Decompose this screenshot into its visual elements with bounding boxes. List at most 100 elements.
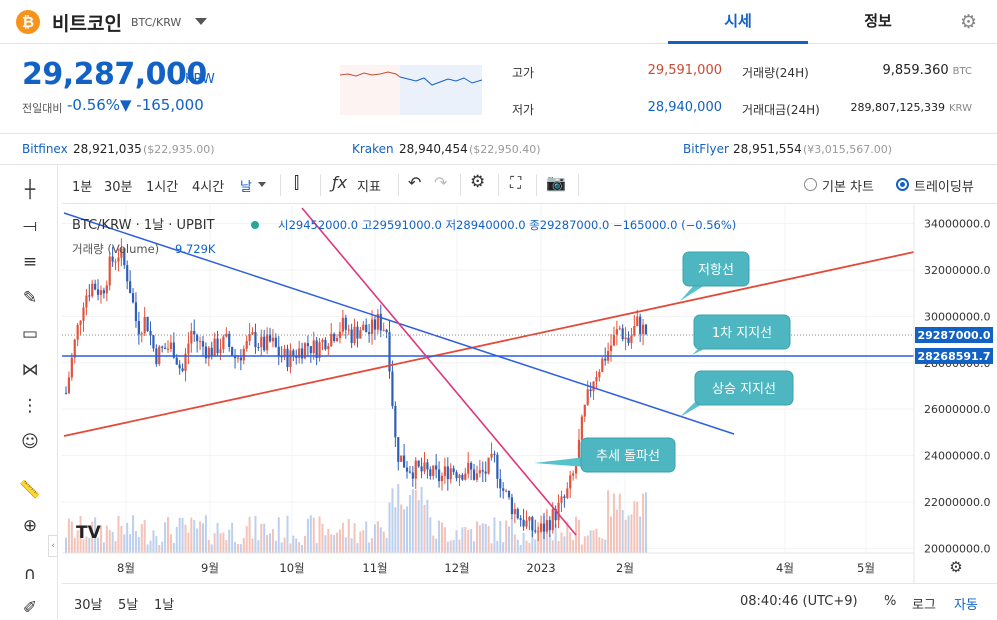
zoom-icon[interactable]: ⊕ <box>22 516 38 536</box>
percent-toggle[interactable]: % <box>884 594 897 609</box>
volume-bar <box>204 515 207 553</box>
resistance-line[interactable] <box>63 251 915 437</box>
screenshot-camera-icon[interactable]: 📷 <box>546 173 566 192</box>
volume-bar <box>347 519 350 553</box>
candle-body <box>231 346 234 356</box>
magnet-icon[interactable]: ∩ <box>23 564 37 584</box>
volume-bar <box>172 542 175 553</box>
crosshair-icon[interactable]: ┼ <box>24 180 36 200</box>
volume-bar <box>356 542 359 553</box>
candle-body <box>487 457 490 474</box>
interval-1h[interactable]: 1시간 <box>146 180 179 195</box>
price-tick-label: 32000000.0 <box>924 264 990 277</box>
candle-body <box>423 462 426 472</box>
range-1d[interactable]: 1날 <box>154 598 175 613</box>
volume-bar <box>359 531 362 553</box>
candle-type-icon[interactable]: ⫿ <box>294 173 300 192</box>
coin-select-caret-icon[interactable] <box>195 18 207 25</box>
pattern-icon[interactable]: ⋈ <box>21 360 39 380</box>
volume-bar <box>592 530 595 553</box>
volume-bar <box>260 523 263 553</box>
axis-settings-gear-icon[interactable]: ⚙ <box>949 558 962 576</box>
candle-body <box>496 454 499 479</box>
candle-body <box>577 439 581 464</box>
trend-line-icon[interactable]: ⟞ <box>22 216 38 236</box>
volume-bar <box>266 534 269 553</box>
volume-bar <box>601 538 604 553</box>
lock-draw-icon[interactable]: ✐ <box>22 598 38 618</box>
volume-bar <box>510 517 513 553</box>
coin-name: 비트코인 <box>52 13 122 35</box>
time-tick-label: 12월 <box>444 561 469 575</box>
scroll-left-icon[interactable]: ‹ <box>48 535 58 557</box>
volume-bar <box>231 522 234 553</box>
annotation-resistance[interactable]: 저항선 <box>680 251 750 301</box>
volume-bar <box>577 520 580 553</box>
candle-body <box>519 518 522 520</box>
tradingview-radio[interactable] <box>896 178 909 191</box>
volume-bar <box>615 509 618 553</box>
volume-bar <box>516 539 519 553</box>
annotation-support-1[interactable]: 1차 지지선 <box>692 314 791 355</box>
emoji-icon[interactable]: ☺ <box>21 432 39 452</box>
settings-gear-icon[interactable]: ⚙ <box>960 11 978 33</box>
candle-body <box>604 358 607 361</box>
candle-body <box>589 389 592 392</box>
undo-icon[interactable]: ↶ <box>408 173 422 192</box>
candle-body <box>344 317 347 330</box>
candle-body <box>522 519 525 527</box>
basic-chart-radio[interactable] <box>804 178 817 191</box>
volume-bar <box>639 516 642 553</box>
basic-chart-label[interactable]: 기본 차트 <box>822 180 874 195</box>
candle-body <box>181 368 184 371</box>
annotation-trend-breakout[interactable]: 추세 돌파선 <box>534 437 676 473</box>
tab-info[interactable]: 정보 <box>864 12 892 30</box>
trend-breakout-line[interactable] <box>301 207 577 536</box>
range-5d[interactable]: 5날 <box>118 598 139 613</box>
annotation-icon[interactable]: ▭ <box>21 324 39 344</box>
tradingview-label[interactable]: 트레이딩뷰 <box>914 180 974 195</box>
interval-dropdown-icon[interactable] <box>258 182 266 187</box>
volume-bar <box>589 530 592 553</box>
interval-4h[interactable]: 4시간 <box>192 180 225 195</box>
tab-quote[interactable]: 시세 <box>668 0 808 44</box>
redo-icon[interactable]: ↷ <box>434 173 448 192</box>
line-price-tag-text: 28268591.7 <box>917 350 990 363</box>
volume-bar <box>222 532 225 553</box>
ruler-icon[interactable]: 📏 <box>19 480 41 500</box>
mini-chart-line <box>340 71 401 78</box>
volume-bar <box>79 515 82 553</box>
auto-toggle[interactable]: 자동 <box>954 598 978 613</box>
candle-body <box>639 316 642 335</box>
candle-body <box>207 347 210 359</box>
volume-bar <box>73 537 76 553</box>
candle-body <box>531 517 534 531</box>
candlestick-chart-svg[interactable]: 34000000.032000000.030000000.028000000.0… <box>62 205 997 583</box>
log-toggle[interactable]: 로그 <box>912 598 936 613</box>
interval-30m[interactable]: 30분 <box>104 180 133 195</box>
price-chart[interactable]: 34000000.032000000.030000000.028000000.0… <box>62 205 997 619</box>
fullscreen-icon[interactable]: ⛶ <box>510 173 522 192</box>
toolbar-divider <box>536 174 537 196</box>
range-30d[interactable]: 30날 <box>74 598 103 613</box>
indicator-fx-icon[interactable]: ƒx <box>332 173 348 192</box>
fib-lines-icon[interactable]: ≡ <box>22 252 38 272</box>
candle-body <box>91 283 94 297</box>
interval-day[interactable]: 날 <box>240 180 252 195</box>
current-price: 29,287,000 <box>22 57 207 92</box>
annotation-rising-support[interactable]: 상승 지지선 <box>680 370 794 417</box>
volume-bar <box>435 538 438 553</box>
indicator-button[interactable]: 지표 <box>357 180 381 195</box>
interval-1m[interactable]: 1분 <box>72 180 93 195</box>
candle-body <box>528 517 531 521</box>
time-tick-label: 11월 <box>362 561 387 575</box>
candle-body <box>356 326 359 339</box>
volume-bar <box>429 517 432 553</box>
volume-bar <box>385 537 388 553</box>
prediction-icon[interactable]: ⋮ <box>21 396 39 416</box>
ohlc-legend: 시29452000.0 고29591000.0 저28940000.0 종292… <box>278 218 736 232</box>
brush-icon[interactable]: ✎ <box>22 288 38 308</box>
candle-body <box>330 333 333 347</box>
candle-body <box>429 469 432 477</box>
chart-settings-icon[interactable]: ⚙ <box>470 172 486 192</box>
